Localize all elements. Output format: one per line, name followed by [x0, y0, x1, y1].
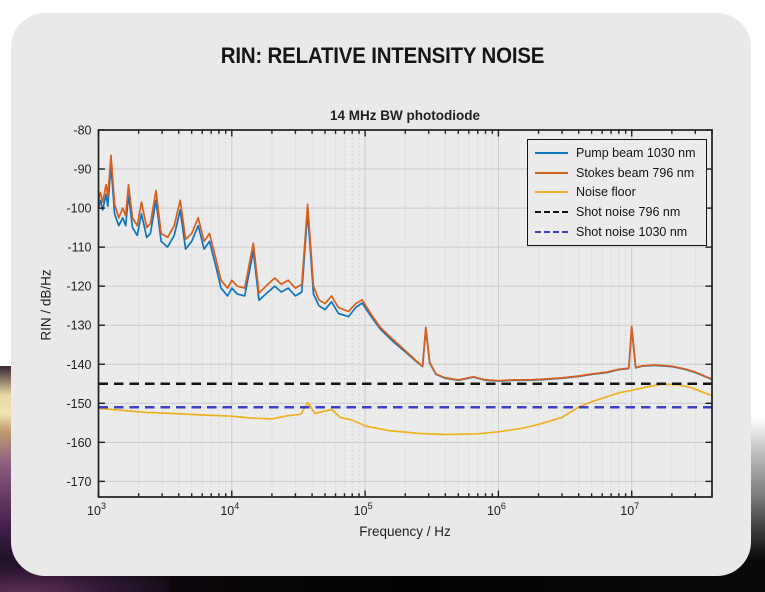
plot-title: 14 MHz BW photodiode — [330, 108, 480, 123]
legend-line-sample — [535, 191, 568, 194]
y-tick-label: -150 — [66, 397, 91, 411]
x-tick-label: 104 — [220, 501, 239, 518]
x-tick-label: 106 — [487, 501, 506, 518]
legend: Pump beam 1030 nm Stokes beam 796 nm Noise… — [527, 139, 707, 246]
y-tick-label: -130 — [66, 319, 91, 333]
y-tick-label: -90 — [73, 163, 91, 177]
legend-label: Stokes beam 796 nm — [576, 165, 695, 180]
x-axis-label: Frequency / Hz — [359, 524, 451, 539]
legend-line-sample — [535, 171, 568, 174]
background-gradient-right — [749, 418, 765, 558]
legend-line-sample — [535, 211, 568, 214]
slide-title: RIN: RELATIVE INTENSITY NOISE — [220, 43, 545, 68]
legend-item-noise-floor: Noise floor — [535, 185, 704, 199]
legend-line-sample — [535, 231, 568, 234]
legend-label: Shot noise 1030 nm — [576, 225, 688, 240]
legend-label: Pump beam 1030 nm — [576, 145, 696, 160]
y-tick-label: -170 — [66, 475, 91, 489]
legend-item-pump-beam-1030-nm: Pump beam 1030 nm — [535, 146, 704, 160]
series-stokes-beam-796-nm — [97, 154, 713, 382]
y-tick-label: -160 — [66, 436, 91, 450]
y-tick-label: -110 — [67, 241, 91, 255]
legend-label: Shot noise 796 nm — [576, 205, 681, 220]
y-tick-label: -120 — [66, 280, 91, 294]
legend-item-stokes-beam-796-nm: Stokes beam 796 nm — [535, 166, 704, 180]
legend-item-shot-noise-796-nm: Shot noise 796 nm — [535, 205, 704, 219]
legend-line-sample — [535, 151, 568, 154]
legend-item-shot-noise-1030-nm: Shot noise 1030 nm — [535, 225, 704, 239]
legend-label: Noise floor — [576, 185, 636, 200]
series-noise-floor — [97, 383, 713, 436]
y-tick-label: -140 — [66, 358, 91, 372]
x-tick-label: 105 — [354, 501, 373, 518]
x-tick-label: 107 — [620, 501, 639, 518]
x-tick-label: 103 — [87, 501, 106, 518]
y-tick-label: -80 — [73, 124, 91, 138]
y-tick-label: -100 — [66, 202, 91, 216]
